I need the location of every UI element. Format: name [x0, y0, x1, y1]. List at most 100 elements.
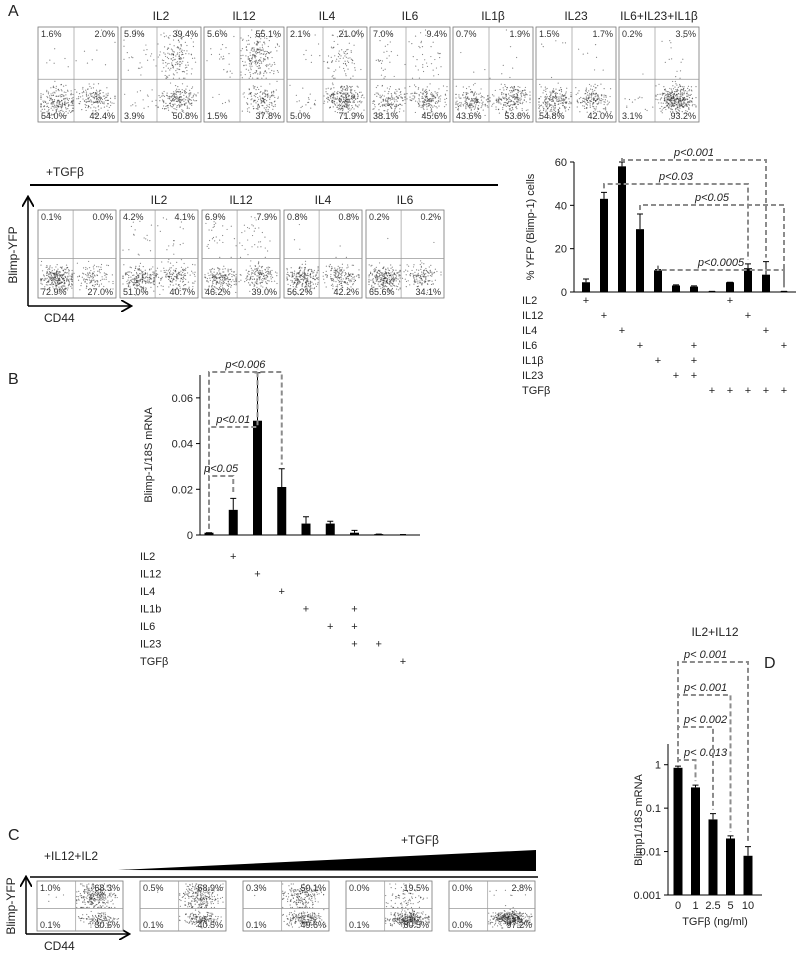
dot: [332, 94, 335, 96]
dot: [147, 274, 149, 276]
dot: [486, 105, 488, 107]
dot: [172, 93, 174, 95]
dot: [334, 91, 336, 93]
dot: [343, 98, 345, 100]
dot: [258, 105, 260, 107]
dot: [330, 93, 333, 95]
dot: [302, 279, 305, 281]
dot: [227, 278, 229, 280]
dot: [688, 94, 690, 96]
dot: [256, 62, 258, 64]
dot: [273, 92, 275, 94]
dot: [512, 67, 514, 69]
dot: [137, 294, 139, 296]
dot: [665, 90, 667, 92]
dot: [167, 52, 169, 54]
dot: [70, 111, 72, 114]
dot: [669, 96, 672, 98]
dot: [180, 259, 183, 261]
dot: [470, 100, 473, 102]
dot: [552, 91, 554, 93]
dot: [353, 97, 355, 100]
dot: [602, 98, 604, 101]
dot: [50, 103, 52, 105]
dot: [591, 92, 593, 94]
dot: [672, 97, 675, 99]
dot: [151, 100, 153, 102]
dot: [209, 277, 211, 279]
dot: [546, 102, 548, 104]
dot: [425, 88, 427, 91]
dot: [52, 280, 54, 282]
dot: [382, 98, 384, 101]
dot: [578, 90, 580, 92]
dot: [260, 90, 262, 93]
dot: [122, 275, 124, 277]
dot: [503, 103, 505, 106]
dot: [430, 63, 433, 65]
dot: [257, 275, 259, 277]
dot: [662, 92, 664, 94]
dot: [552, 95, 554, 98]
dot: [42, 93, 44, 95]
dot: [169, 34, 171, 37]
dot: [462, 94, 464, 97]
dot: [286, 273, 288, 276]
dot: [260, 53, 263, 55]
dot: [380, 97, 382, 99]
dot: [246, 103, 249, 105]
dot: [420, 42, 422, 44]
dot: [138, 283, 141, 286]
dot: [304, 277, 306, 279]
dot: [378, 109, 380, 111]
dot: [347, 108, 349, 110]
dot: [339, 273, 341, 275]
dot: [53, 91, 55, 93]
dot: [414, 35, 417, 37]
dot: [192, 94, 195, 97]
dot: [299, 266, 301, 268]
dot: [253, 86, 255, 88]
dot: [89, 271, 91, 273]
dot: [273, 101, 276, 103]
dot: [145, 276, 147, 278]
dot: [50, 279, 53, 282]
dot: [44, 100, 46, 102]
dot: [418, 45, 420, 48]
dot: [161, 276, 163, 278]
dot: [173, 100, 175, 102]
dot: [305, 278, 307, 280]
dot: [54, 273, 56, 275]
dot: [89, 85, 91, 88]
dot: [238, 281, 240, 283]
dot: [305, 273, 307, 275]
dot: [168, 62, 170, 65]
quadrant-value: 5.6%: [207, 29, 228, 39]
dot: [248, 58, 251, 60]
dot: [260, 85, 262, 87]
dot: [150, 53, 153, 55]
dot: [594, 83, 596, 85]
dot: [165, 105, 167, 107]
dot: [351, 278, 353, 280]
dot: [47, 289, 49, 291]
dot: [163, 52, 165, 54]
dot: [307, 269, 310, 271]
dot: [596, 103, 599, 105]
dot: [268, 95, 270, 97]
dot: [527, 109, 529, 111]
dot: [106, 264, 108, 266]
dot: [295, 286, 297, 288]
dot: [343, 85, 345, 88]
dot: [631, 101, 634, 103]
dot: [343, 92, 345, 94]
dot: [462, 105, 465, 107]
axis-label: CD44: [44, 311, 75, 325]
dot: [171, 64, 174, 67]
dot: [62, 285, 64, 287]
dot: [48, 273, 50, 275]
dot: [222, 271, 224, 273]
dot: [65, 264, 68, 266]
dot: [55, 273, 57, 276]
dot: [464, 100, 466, 102]
